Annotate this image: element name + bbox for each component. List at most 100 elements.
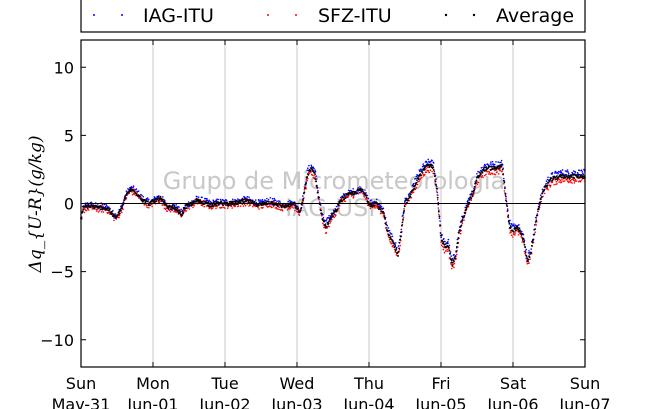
data-point [436, 198, 439, 201]
data-point [379, 206, 381, 209]
data-point [249, 204, 251, 206]
data-point [166, 210, 168, 212]
data-point [356, 192, 358, 195]
data-point [401, 221, 404, 224]
data-point [141, 194, 143, 197]
data-point [157, 199, 160, 202]
data-point [397, 245, 400, 247]
data-point [325, 225, 328, 228]
data-point [510, 226, 512, 228]
data-point [488, 165, 491, 168]
data-point [494, 163, 496, 166]
data-point [370, 199, 372, 201]
data-point [321, 214, 323, 217]
data-point [504, 186, 506, 188]
data-point [85, 209, 88, 212]
data-point [377, 205, 380, 208]
data-point [359, 186, 361, 188]
data-point [532, 238, 535, 241]
data-point [569, 177, 571, 180]
data-point [93, 204, 95, 207]
data-point [541, 192, 544, 195]
data-point [383, 216, 386, 219]
data-point [150, 203, 153, 206]
data-point [125, 193, 128, 196]
data-point [546, 184, 549, 187]
data-point [403, 210, 405, 213]
data-point [121, 211, 123, 214]
data-point [567, 171, 569, 173]
data-point [334, 208, 337, 211]
data-point [385, 223, 388, 226]
data-point [485, 166, 487, 169]
data-point [100, 205, 103, 208]
data-point [81, 210, 84, 213]
data-point [549, 186, 552, 188]
data-point [433, 170, 436, 173]
data-point [311, 174, 314, 176]
data-point [456, 253, 458, 256]
data-point [503, 183, 505, 185]
data-point [405, 203, 407, 206]
data-point [503, 181, 506, 184]
data-point [477, 181, 480, 184]
legend-marker-average-2 [472, 13, 476, 17]
data-point [547, 188, 549, 191]
data-point [425, 171, 428, 173]
data-point [230, 205, 233, 207]
data-point [403, 201, 406, 203]
data-point [107, 211, 110, 214]
data-point [539, 201, 542, 204]
data-point [461, 219, 464, 222]
data-point [195, 198, 198, 200]
data-point [516, 227, 519, 229]
data-point [535, 219, 538, 222]
data-point [485, 170, 488, 173]
data-point [232, 200, 235, 203]
x-tick-date: Jun-07 [558, 395, 610, 409]
data-point [391, 242, 393, 245]
data-point [148, 207, 150, 209]
data-point [113, 219, 115, 222]
data-point [394, 251, 397, 253]
x-tick-date: Jun-06 [486, 395, 538, 409]
data-point [283, 205, 286, 208]
data-point [336, 210, 338, 212]
data-point [497, 161, 500, 163]
data-point [472, 190, 474, 193]
data-point [294, 207, 297, 209]
data-point [225, 204, 227, 207]
data-point [194, 200, 197, 203]
data-point [183, 210, 185, 213]
data-point [205, 199, 208, 202]
data-point [181, 210, 184, 213]
data-point [552, 177, 554, 180]
data-point [548, 180, 551, 183]
data-point [531, 241, 534, 244]
data-point [366, 198, 369, 200]
data-point [479, 173, 482, 176]
data-point [345, 196, 347, 199]
data-point [438, 215, 441, 218]
data-point [420, 174, 422, 177]
data-point [258, 204, 260, 207]
data-point [460, 224, 463, 227]
data-point [146, 197, 149, 199]
data-point [90, 204, 93, 206]
data-point [495, 161, 497, 163]
y-tick-label: 5 [64, 126, 74, 145]
y-tick-label: 0 [64, 195, 74, 214]
data-point [561, 169, 564, 171]
data-point [156, 198, 159, 201]
data-point [467, 199, 469, 202]
data-point [489, 163, 492, 165]
data-point [573, 179, 575, 181]
data-point [201, 204, 204, 207]
data-point [276, 200, 278, 202]
data-point [535, 224, 538, 226]
data-point [306, 179, 309, 182]
data-point [340, 196, 342, 199]
data-point [352, 196, 355, 198]
data-point [171, 204, 174, 207]
data-point [525, 257, 528, 259]
